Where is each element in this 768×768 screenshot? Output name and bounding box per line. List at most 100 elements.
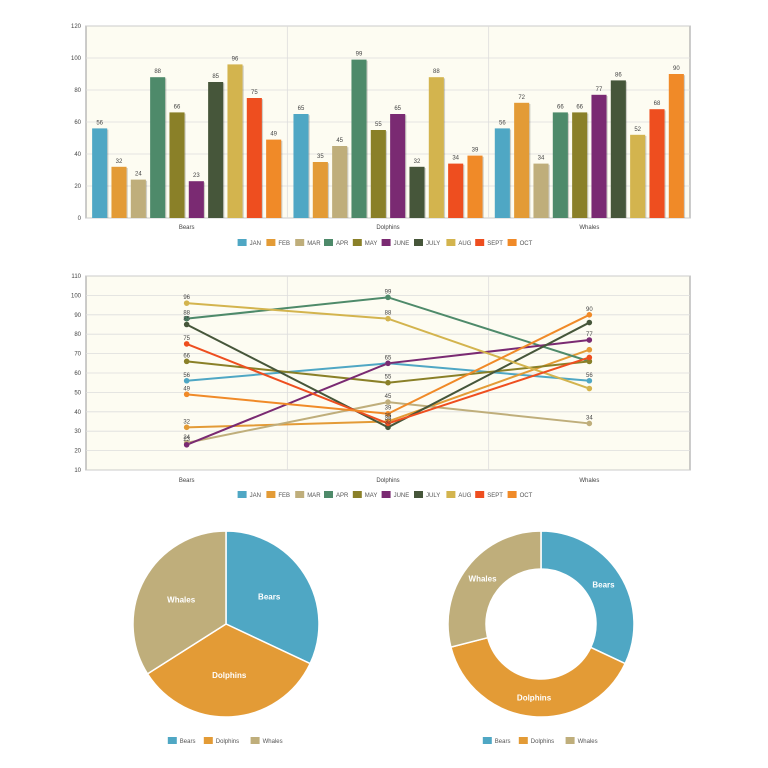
bar-category-label: Bears <box>179 225 195 231</box>
bar-data-label: 55 <box>375 122 382 128</box>
bar-mar-bears <box>130 179 146 218</box>
line-y-tick: 80 <box>74 332 81 338</box>
line-data-label: 34 <box>586 415 593 421</box>
line-point-mar <box>385 399 391 405</box>
bar-july-whales <box>610 80 626 219</box>
legend-label: JULY <box>426 493 440 499</box>
bar-sept-bears <box>246 98 262 218</box>
line-data-label: 55 <box>385 375 392 381</box>
legend-label: JAN <box>250 493 261 499</box>
bar-data-label: 68 <box>654 101 661 107</box>
legend-swatch <box>475 491 485 498</box>
legend-label: Bears <box>180 739 196 745</box>
legend-label: AUG <box>458 493 471 499</box>
donut-chart-slice-label: Whales <box>469 575 498 584</box>
line-data-label: 96 <box>183 295 190 301</box>
bar-y-tick: 80 <box>74 88 81 94</box>
pie-chart-slice-label: Dolphins <box>212 671 247 680</box>
line-point-may <box>183 358 190 365</box>
legend-label: JUNE <box>394 493 410 499</box>
legend-swatch <box>507 491 517 498</box>
bar-may-whales <box>572 112 588 218</box>
legend-swatch <box>295 491 305 498</box>
bar-y-tick: 40 <box>74 152 81 158</box>
bar-oct-bears <box>266 139 282 218</box>
line-data-label: 23 <box>183 437 190 443</box>
line-data-label: 24 <box>183 435 190 441</box>
bar-data-label: 56 <box>499 120 506 126</box>
line-data-label: 88 <box>183 311 190 317</box>
bar-y-tick: 100 <box>71 56 82 62</box>
line-point-july <box>586 319 593 326</box>
line-data-label: 75 <box>183 336 190 342</box>
line-point-aug <box>385 315 391 322</box>
line-data-label: 34 <box>385 415 392 421</box>
bar-feb-whales <box>514 102 530 218</box>
line-point-mar <box>586 420 593 427</box>
legend-label: OCT <box>520 493 533 499</box>
line-point-aug <box>183 300 190 306</box>
bar-jan-dolphins <box>293 114 309 218</box>
line-data-label: 88 <box>385 311 392 317</box>
bar-aug-dolphins <box>428 77 444 218</box>
line-data-label: 32 <box>385 419 392 425</box>
legend-label: SEPT <box>487 493 503 499</box>
legend-swatch <box>446 239 456 246</box>
line-y-tick: 70 <box>74 352 81 358</box>
line-data-label: 56 <box>183 373 190 379</box>
bar-jan-bears <box>92 128 108 218</box>
line-chart: 1020304050607080901001109688857566564932… <box>71 274 691 499</box>
donut-chart-slice-dolphins <box>450 636 627 718</box>
legend-swatch <box>414 239 423 246</box>
line-point-june <box>183 441 190 448</box>
bar-data-label: 34 <box>452 156 459 162</box>
bar-feb-bears <box>111 166 127 218</box>
bar-data-label: 66 <box>557 104 564 110</box>
bar-data-label: 88 <box>433 69 440 75</box>
bar-data-label: 75 <box>251 90 258 96</box>
bar-oct-dolphins <box>467 155 483 218</box>
bar-data-label: 56 <box>96 120 103 126</box>
legend-label: Dolphins <box>531 739 554 745</box>
line-point-apr <box>385 294 391 301</box>
legend-label: MAY <box>365 241 378 247</box>
legend-label: Whales <box>578 739 598 745</box>
bar-data-label: 99 <box>356 52 363 58</box>
bar-june-dolphins <box>390 114 406 218</box>
line-point-sept <box>586 354 593 361</box>
bar-y-tick: 120 <box>71 24 82 30</box>
line-data-label: 85 <box>183 317 190 323</box>
line-y-tick: 60 <box>74 371 81 377</box>
bar-oct-whales <box>668 74 684 218</box>
line-y-tick: 110 <box>71 274 81 280</box>
legend-label: JAN <box>250 241 261 247</box>
legend-label: Bears <box>495 739 511 745</box>
bar-legend: JAN FEB MAR APR MAY JUNE JULY AUG SEPT OCT <box>237 239 533 247</box>
legend-label: MAY <box>365 493 378 499</box>
legend-swatch <box>266 491 276 498</box>
bar-chart: 0 20 40 60 80 100 120 56 32 24 88 66 23 85 96 75 49 Bears… <box>71 24 691 247</box>
bar-feb-dolphins <box>312 162 328 218</box>
donut-chart-slice-label: Dolphins <box>517 694 552 703</box>
bar-june-bears <box>188 181 204 218</box>
legend-swatch <box>381 239 391 246</box>
bar-data-label: 45 <box>336 138 343 144</box>
line-point-jan <box>183 377 190 384</box>
pie-chart-slice-label: Bears <box>258 593 281 602</box>
legend-swatch <box>352 491 362 498</box>
bar-data-label: 24 <box>135 172 142 178</box>
legend-swatch <box>414 491 423 498</box>
legend-label: AUG <box>458 241 471 247</box>
line-point-june <box>385 360 391 367</box>
legend-label: FEB <box>278 493 290 499</box>
legend-label: Dolphins <box>216 739 239 745</box>
legend-label: MAR <box>307 493 321 499</box>
line-y-tick: 30 <box>74 429 81 435</box>
line-point-feb <box>183 424 190 431</box>
legend-label: APR <box>336 493 349 499</box>
bar-y-tick: 0 <box>78 216 82 222</box>
legend-swatch <box>482 737 492 744</box>
line-y-tick: 20 <box>74 449 81 455</box>
bar-sept-dolphins <box>448 163 464 218</box>
